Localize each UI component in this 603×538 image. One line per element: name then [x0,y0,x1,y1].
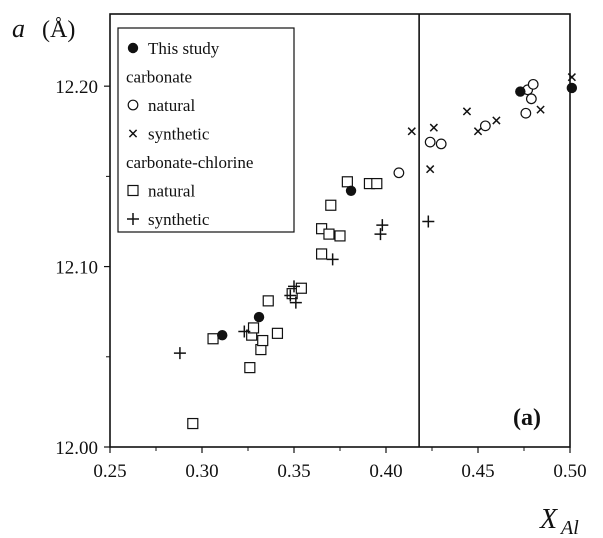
y-tick-label: 12.20 [55,77,98,98]
point-carbonate-synthetic [492,116,501,125]
point-carbonate-chlorine-natural [262,295,274,307]
point-carbonate-chlorine-natural [271,327,284,339]
legend-marker-open-circle [127,99,139,111]
legend: This study carbonate natural synthetic carbo… [117,27,295,233]
point-carbonate-chlorine-natural [187,417,199,430]
legend-entry-label: natural [148,182,195,201]
point-this-study [217,329,228,341]
y-axis-unit: (Å) [42,17,75,43]
point-carbonate-synthetic [536,105,545,114]
y-axis-label: a [12,14,25,43]
point-carbonate-chlorine-natural [323,228,335,240]
point-carbonate-chlorine-natural [341,176,353,188]
legend-entry-label: synthetic [148,125,210,144]
point-carbonate-synthetic [462,107,472,116]
legend-marker-x [128,129,138,138]
point-carbonate-synthetic [429,123,438,132]
x-tick-label: 0.45 [461,461,494,482]
point-carbonate-chlorine-synthetic [173,347,186,360]
point-carbonate-natural [527,78,539,90]
point-this-study [253,311,265,323]
point-carbonate-chlorine-synthetic [326,253,339,266]
point-carbonate-chlorine-synthetic [374,228,387,241]
point-carbonate-chlorine-natural [316,248,328,260]
x-axis-title: X Al [539,504,579,538]
point-this-study [566,82,578,94]
point-carbonate-chlorine-synthetic [422,215,435,228]
x-tick-label: 0.50 [553,461,586,482]
point-carbonate-natural [479,120,491,132]
y-tick-label: 12.10 [55,258,98,279]
y-tick-label: 12.00 [55,438,98,459]
point-carbonate-chlorine-natural [295,282,307,294]
point-carbonate-chlorine-synthetic [284,289,297,302]
point-carbonate-chlorine-synthetic [288,280,300,293]
legend-box [117,27,295,233]
data-markers [173,73,578,430]
legend-entry-label: synthetic [148,210,210,229]
legend-marker-open-square [127,184,139,197]
point-carbonate-chlorine-synthetic [238,325,251,338]
point-this-study [515,86,526,97]
point-carbonate-chlorine-synthetic [289,296,302,309]
point-this-study [345,185,357,197]
point-carbonate-natural [435,138,447,150]
y-axis-title: a (Å) [12,14,75,43]
point-carbonate-synthetic [407,127,416,136]
x-axis-label-subscript: Al [559,517,579,538]
panel-label: (a) [513,405,541,431]
point-carbonate-chlorine-synthetic [376,219,389,232]
point-carbonate-natural [424,136,436,148]
point-carbonate-natural [393,167,405,179]
legend-group-heading: carbonate-chlorine [126,153,253,172]
point-carbonate-chlorine-natural [325,199,337,211]
x-axis-label: X [539,504,558,535]
legend-marker-plus [127,213,139,225]
point-carbonate-chlorine-natural [257,334,269,347]
point-carbonate-synthetic [473,127,483,136]
point-carbonate-chlorine-natural [371,177,383,190]
point-carbonate-synthetic [426,165,435,174]
legend-group-heading: carbonate [126,68,192,87]
point-carbonate-chlorine-natural [207,333,219,345]
point-carbonate-chlorine-natural [334,230,346,242]
point-carbonate-chlorine-natural [244,362,256,374]
x-tick-label: 0.35 [277,461,310,482]
x-tick-label: 0.25 [93,461,126,482]
axes: 0.25 0.30 0.35 0.40 0.45 0.50 12.00 12.10 12.20 [55,13,587,482]
x-tick-label: 0.40 [369,461,402,482]
point-carbonate-chlorine-natural [247,322,260,334]
legend-entry-label: This study [148,39,220,58]
point-carbonate-natural [525,93,537,105]
legend-entry-label: natural [148,96,195,115]
x-tick-label: 0.30 [185,461,218,482]
legend-marker-filled-circle [127,42,139,54]
point-carbonate-natural [520,107,532,119]
